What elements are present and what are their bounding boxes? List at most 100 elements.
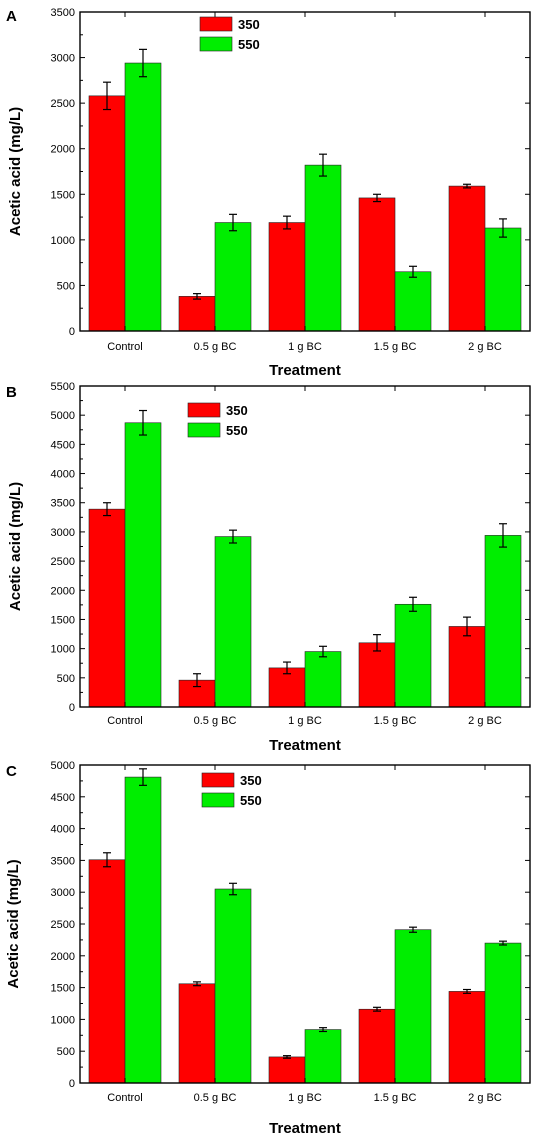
y-tick-label: 1500 [51, 614, 75, 626]
y-axis-title: Acetic acid (mg/L) [5, 859, 22, 988]
y-axis-title: Acetic acid (mg/L) [7, 107, 24, 236]
bar-550-1 [214, 222, 252, 332]
bar-550-1 [214, 888, 252, 1084]
legend-label-350: 350 [226, 403, 248, 418]
x-axis-title: Treatment [269, 1120, 341, 1137]
y-tick-label: 0 [69, 326, 75, 338]
y-tick-label: 2000 [51, 144, 75, 156]
y-tick-label: 5000 [51, 760, 75, 772]
x-tick-label: Control [107, 341, 142, 353]
bar-550-2 [304, 164, 342, 332]
bar-550-3 [394, 603, 432, 708]
panel-letter: A [6, 8, 17, 25]
y-tick-label: 1000 [51, 1014, 75, 1026]
y-tick-label: 2500 [51, 98, 75, 110]
x-tick-label: 1 g BC [288, 1092, 322, 1104]
bar-550-3 [394, 271, 432, 332]
legend-swatch-350 [199, 16, 233, 32]
bar-550-2 [304, 1029, 342, 1084]
x-tick-label: 2 g BC [468, 341, 502, 353]
x-axis-title: Treatment [269, 362, 341, 379]
x-tick-label: 0.5 g BC [194, 1092, 237, 1104]
y-tick-label: 5000 [51, 410, 75, 422]
bar-350-0 [88, 95, 126, 332]
y-tick-label: 4000 [51, 469, 75, 481]
bar-350-4 [448, 185, 486, 332]
chart-panel-a: A 0 500 1000 1500 2000 2500 3000 3500 Control 0.5 … [6, 7, 531, 379]
y-tick-label: 5500 [51, 381, 75, 393]
y-tick-label: 500 [57, 673, 75, 685]
y-tick-label: 3500 [51, 498, 75, 510]
bar-350-4 [448, 991, 486, 1084]
bar-550-2 [304, 651, 342, 708]
y-tick-label: 2500 [51, 919, 75, 931]
y-tick-label: 1000 [51, 235, 75, 247]
y-tick-label: 4500 [51, 792, 75, 804]
legend-label-550: 550 [226, 423, 248, 438]
bar-350-2 [268, 1056, 306, 1084]
y-axis-title: Acetic acid (mg/L) [7, 482, 24, 611]
legend-swatch-350 [201, 772, 235, 788]
x-tick-label: 2 g BC [468, 1092, 502, 1104]
bar-350-0 [88, 859, 126, 1084]
x-tick-label: 1.5 g BC [374, 341, 417, 353]
bar-550-4 [484, 942, 522, 1084]
bar-350-4 [448, 626, 486, 708]
x-tick-label: 1 g BC [288, 715, 322, 727]
plot-frame [79, 764, 531, 1084]
bar-550-4 [484, 227, 522, 332]
y-tick-label: 0 [69, 1078, 75, 1090]
bar-550-1 [214, 536, 252, 708]
y-tick-label: 4500 [51, 439, 75, 451]
bar-550-0 [124, 62, 162, 332]
bar-550-3 [394, 929, 432, 1084]
bar-550-0 [124, 422, 162, 708]
bar-350-3 [358, 642, 396, 708]
plot-frame [79, 385, 531, 708]
x-tick-label: 0.5 g BC [194, 341, 237, 353]
bar-550-0 [124, 776, 162, 1084]
x-tick-label: 1 g BC [288, 341, 322, 353]
x-tick-label: 1.5 g BC [374, 715, 417, 727]
y-tick-label: 3000 [51, 887, 75, 899]
x-tick-label: 2 g BC [468, 715, 502, 727]
y-tick-label: 2000 [51, 585, 75, 597]
x-axis-title: Treatment [269, 737, 341, 754]
panel-letter: C [6, 763, 17, 780]
y-tick-label: 2000 [51, 951, 75, 963]
legend-label-550: 550 [240, 793, 262, 808]
x-tick-label: 1.5 g BC [374, 1092, 417, 1104]
panel-letter: B [6, 384, 17, 401]
x-tick-label: Control [107, 715, 142, 727]
legend-label-350: 350 [240, 773, 262, 788]
legend-label-350: 350 [238, 17, 260, 32]
bar-550-4 [484, 535, 522, 708]
y-tick-label: 500 [57, 280, 75, 292]
legend-label-550: 550 [238, 37, 260, 52]
y-tick-label: 1500 [51, 983, 75, 995]
y-tick-label: 4000 [51, 824, 75, 836]
plot-frame [79, 11, 531, 332]
y-tick-label: 0 [69, 702, 75, 714]
bar-350-2 [268, 222, 306, 332]
y-tick-label: 3000 [51, 527, 75, 539]
x-tick-label: 0.5 g BC [194, 715, 237, 727]
y-tick-label: 1500 [51, 189, 75, 201]
bar-350-0 [88, 508, 126, 708]
bar-350-1 [178, 983, 216, 1084]
bar-350-3 [358, 197, 396, 332]
legend-swatch-550 [201, 792, 235, 808]
y-tick-label: 3500 [51, 855, 75, 867]
legend-swatch-350 [187, 402, 221, 418]
legend-swatch-550 [199, 36, 233, 52]
bar-350-1 [178, 296, 216, 332]
chart-panel-c: C 0 500 1000 1500 2000 2500 3000 3500 4000 4500 500… [5, 760, 531, 1137]
y-tick-label: 1000 [51, 644, 75, 656]
x-tick-label: Control [107, 1092, 142, 1104]
y-tick-label: 2500 [51, 556, 75, 568]
bar-350-3 [358, 1008, 396, 1084]
chart-panel-b: B 0 500 1000 1500 2000 2500 3000 3500 4000 4500 500… [6, 381, 531, 754]
legend-swatch-550 [187, 422, 221, 438]
y-tick-label: 500 [57, 1046, 75, 1058]
